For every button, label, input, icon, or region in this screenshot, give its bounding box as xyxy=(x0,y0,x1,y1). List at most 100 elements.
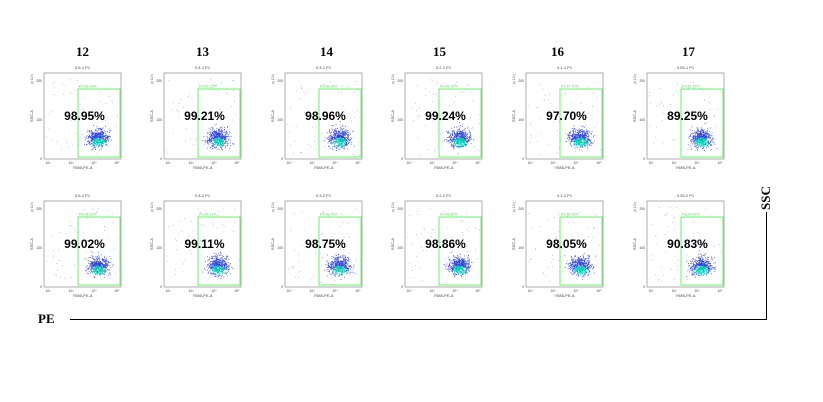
scatter-point xyxy=(214,136,216,138)
scatter-point xyxy=(208,139,210,141)
scatter-point xyxy=(585,141,586,143)
scatter-point xyxy=(343,132,345,134)
scatter-point xyxy=(329,139,331,141)
scatter-point xyxy=(581,138,583,140)
scatter-point xyxy=(225,92,227,94)
scatter-point xyxy=(331,272,333,274)
scatter-point xyxy=(98,143,100,145)
y-tick-label: 200 xyxy=(518,79,524,83)
scatter-point xyxy=(442,140,444,142)
scatter-point xyxy=(706,140,707,141)
scatter-point xyxy=(460,138,462,140)
scatter-point xyxy=(216,266,218,267)
scatter-point xyxy=(88,267,90,268)
scatter-point xyxy=(233,143,235,145)
scatter-point xyxy=(227,266,229,267)
scatter-point xyxy=(340,140,341,142)
scatter-point xyxy=(225,262,226,264)
scatter-point xyxy=(98,142,100,144)
scatter-point xyxy=(336,271,338,273)
scatter-point xyxy=(338,262,340,264)
scatter-point xyxy=(419,107,420,109)
column-label-15: 15 xyxy=(433,44,446,59)
scatter-point xyxy=(98,264,100,266)
scatter-point xyxy=(104,141,106,143)
scatter-point xyxy=(327,264,329,265)
scatter-point xyxy=(294,140,296,142)
scatter-point xyxy=(335,135,336,137)
scatter-point xyxy=(58,249,60,251)
scatter-point xyxy=(572,138,573,140)
scatter-point xyxy=(709,137,711,139)
scatter-point xyxy=(106,265,108,267)
scatter-point xyxy=(99,259,101,261)
scatter-point xyxy=(337,145,339,147)
scatter-point xyxy=(94,265,96,267)
scatter-point xyxy=(674,114,676,116)
scatter-point xyxy=(191,253,193,254)
scatter-point xyxy=(98,273,100,275)
scatter-point xyxy=(213,131,215,132)
scatter-point xyxy=(702,145,703,147)
scatter-point xyxy=(587,134,589,136)
scatter-point xyxy=(213,264,215,265)
scatter-point xyxy=(571,138,573,140)
scatter-point xyxy=(340,264,342,266)
scatter-point xyxy=(697,131,699,132)
scatter-point xyxy=(98,140,100,142)
scatter-point xyxy=(221,140,222,142)
scatter-point xyxy=(96,140,98,141)
scatter-point xyxy=(222,135,224,137)
scatter-point xyxy=(224,267,226,269)
scatter-point xyxy=(100,272,102,274)
scatter-point xyxy=(102,127,104,129)
scatter-point xyxy=(337,139,339,141)
scatter-point xyxy=(650,125,651,127)
scatter-point xyxy=(215,267,217,269)
scatter-point xyxy=(704,100,706,101)
scatter-point xyxy=(572,134,574,136)
scatter-point xyxy=(698,139,700,141)
scatter-point xyxy=(87,259,88,261)
scatter-point xyxy=(337,273,338,275)
scatter-point xyxy=(218,143,220,145)
scatter-point xyxy=(208,138,210,140)
scatter-point xyxy=(340,126,342,128)
scatter-point xyxy=(107,138,109,140)
scatter-point xyxy=(698,133,700,135)
scatter-point xyxy=(113,263,114,265)
scatter-point xyxy=(221,269,223,271)
scatter-point xyxy=(98,139,100,141)
scatter-point xyxy=(416,110,417,111)
scatter-point xyxy=(703,134,705,135)
scatter-point xyxy=(454,144,456,145)
scatter-point xyxy=(473,139,475,140)
y-axis-scale: (x 10³) xyxy=(633,74,637,84)
scatter-point xyxy=(62,83,63,85)
scatter-point xyxy=(104,271,105,273)
scatter-point xyxy=(594,126,596,128)
scatter-point xyxy=(583,142,585,144)
scatter-point xyxy=(338,270,340,272)
scatter-point xyxy=(344,131,345,133)
scatter-point xyxy=(221,268,223,270)
scatter-point xyxy=(225,264,227,266)
scatter-point xyxy=(572,133,574,135)
scatter-point xyxy=(353,91,355,93)
scatter-point xyxy=(335,128,336,129)
scatter-point xyxy=(467,127,469,129)
scatter-point xyxy=(580,102,582,104)
scatter-point xyxy=(331,125,333,126)
scatter-point xyxy=(211,274,212,275)
scatter-point xyxy=(590,143,591,145)
scatter-point xyxy=(582,137,583,138)
scatter-point xyxy=(455,133,457,135)
gate-label: P3:99.21% xyxy=(199,85,217,89)
scatter-point xyxy=(691,139,693,141)
scatter-point xyxy=(459,143,461,145)
scatter-point xyxy=(713,138,714,139)
scatter-point xyxy=(96,212,97,214)
scatter-point xyxy=(335,140,337,141)
scatter-point xyxy=(217,138,219,140)
scatter-point xyxy=(592,106,593,107)
